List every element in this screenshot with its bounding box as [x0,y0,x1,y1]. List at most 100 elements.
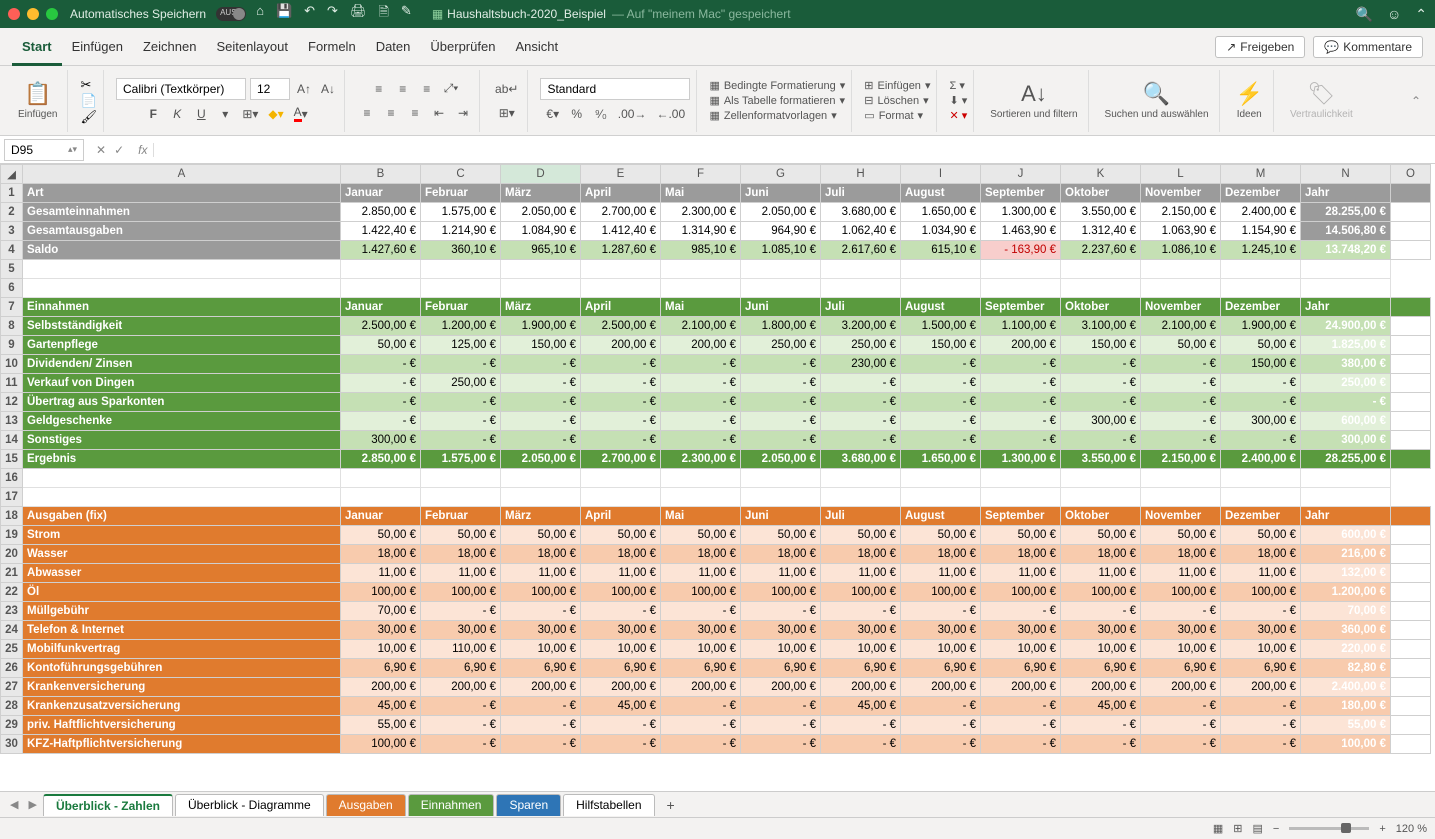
cell[interactable]: 50,00 € [341,526,421,545]
cell[interactable]: - € [1221,716,1301,735]
cell[interactable]: 150,00 € [1061,336,1141,355]
cell[interactable]: - € [661,374,741,393]
cell[interactable]: 200,00 € [1221,678,1301,697]
autosave-toggle[interactable]: AUS [216,7,246,21]
cell[interactable]: 18,00 € [821,545,901,564]
expand-icon[interactable]: ⌃ [1415,6,1427,23]
cell[interactable]: 10,00 € [901,640,981,659]
cell[interactable]: 6,90 € [901,659,981,678]
cell[interactable]: 1.300,00 € [981,203,1061,222]
cell[interactable]: 82,80 € [1301,659,1391,678]
inc-font-icon[interactable]: A↑ [294,79,314,99]
cell[interactable]: - € [981,393,1061,412]
zoom-in-icon[interactable]: + [1379,823,1385,835]
cell[interactable]: 100,00 € [341,583,421,602]
cell[interactable]: - € [1221,697,1301,716]
cell[interactable]: - € [501,716,581,735]
cell[interactable]: - € [981,697,1061,716]
cell[interactable]: 100,00 € [741,583,821,602]
menu-tab-daten[interactable]: Daten [366,28,421,66]
zoom-value[interactable]: 120 % [1396,823,1427,835]
share-button[interactable]: ↗ Freigeben [1215,36,1305,58]
cell[interactable]: - € [981,716,1061,735]
cell[interactable]: 964,90 € [741,222,821,241]
col-header[interactable]: C [421,165,501,184]
cell[interactable]: - € [501,393,581,412]
cell[interactable]: - € [581,393,661,412]
cell[interactable]: - € [741,716,821,735]
cell[interactable]: 30,00 € [421,621,501,640]
cell[interactable]: 2.400,00 € [1221,450,1301,469]
bold-button[interactable]: F [143,104,163,124]
cell[interactable]: - € [661,716,741,735]
cell[interactable]: 11,00 € [421,564,501,583]
cell[interactable]: - € [501,735,581,754]
cell[interactable]: 2.400,00 € [1301,678,1391,697]
cell[interactable]: 230,00 € [821,355,901,374]
cell[interactable]: - € [1061,602,1141,621]
cell[interactable]: 1.200,00 € [421,317,501,336]
cell[interactable]: 200,00 € [1061,678,1141,697]
cell[interactable]: 1.463,90 € [981,222,1061,241]
col-header[interactable]: B [341,165,421,184]
cell[interactable]: 10,00 € [661,640,741,659]
cell[interactable]: 300,00 € [1221,412,1301,431]
sheet-tab[interactable]: Sparen [496,794,561,816]
cell[interactable]: - € [981,735,1061,754]
cell[interactable]: - € [741,697,821,716]
font-size[interactable] [250,78,290,100]
cell[interactable]: 100,00 € [1221,583,1301,602]
cell[interactable]: 200,00 € [661,678,741,697]
cell[interactable]: 18,00 € [661,545,741,564]
cell[interactable]: - € [741,735,821,754]
underline-button[interactable]: U [191,104,211,124]
cell[interactable]: 50,00 € [501,526,581,545]
cell[interactable]: - € [1221,431,1301,450]
cell[interactable]: 1.800,00 € [741,317,821,336]
account-icon[interactable]: ☺ [1387,6,1401,23]
cell[interactable]: 100,00 € [1301,735,1391,754]
cell[interactable]: 30,00 € [821,621,901,640]
cell[interactable]: 50,00 € [1221,526,1301,545]
cell[interactable]: 200,00 € [981,678,1061,697]
cell[interactable]: 2.100,00 € [661,317,741,336]
col-header[interactable]: O [1391,165,1431,184]
cell[interactable]: - € [741,355,821,374]
cell[interactable]: 2.300,00 € [661,203,741,222]
cell[interactable]: - € [421,602,501,621]
cell[interactable]: 360,10 € [421,241,501,260]
cell[interactable]: 10,00 € [1061,640,1141,659]
cell[interactable]: 50,00 € [341,336,421,355]
cell[interactable]: 18,00 € [901,545,981,564]
cell[interactable]: 50,00 € [421,526,501,545]
cell[interactable]: 11,00 € [581,564,661,583]
menu-tab-zeichnen[interactable]: Zeichnen [133,28,206,66]
sensitivity-button[interactable]: 🏷Vertraulichkeit [1286,81,1357,120]
font-select[interactable] [116,78,246,100]
row-header[interactable]: 1 [1,184,23,203]
col-header[interactable]: M [1221,165,1301,184]
cell[interactable]: - € [421,735,501,754]
cell[interactable]: 300,00 € [1061,412,1141,431]
cell[interactable]: 30,00 € [741,621,821,640]
cell[interactable]: 45,00 € [1061,697,1141,716]
cell[interactable]: 6,90 € [981,659,1061,678]
cell[interactable]: 1.422,40 € [341,222,421,241]
cell[interactable]: 125,00 € [421,336,501,355]
sheet-tab[interactable]: Hilfstabellen [563,794,654,816]
cell[interactable]: 2.050,00 € [501,203,581,222]
col-header[interactable]: I [901,165,981,184]
cell[interactable]: 2.050,00 € [501,450,581,469]
search-icon[interactable]: 🔍 [1356,6,1373,23]
cell[interactable]: 10,00 € [501,640,581,659]
delete-cells-button[interactable]: ⊟ Löschen ▾ [864,94,930,107]
cell[interactable]: 13.748,20 € [1301,241,1391,260]
cell[interactable]: 1.650,00 € [901,450,981,469]
cell[interactable]: 2.850,00 € [341,203,421,222]
cell[interactable]: 965,10 € [501,241,581,260]
spreadsheet-grid[interactable]: ◢ABCDEFGHIJKLMNO1ArtJanuarFebruarMärzApr… [0,164,1435,791]
cell[interactable]: 1.084,90 € [501,222,581,241]
find-button[interactable]: 🔍Suchen und auswählen [1101,81,1213,120]
tab-prev-icon[interactable]: ◀ [6,798,22,811]
cell[interactable]: - € [901,431,981,450]
